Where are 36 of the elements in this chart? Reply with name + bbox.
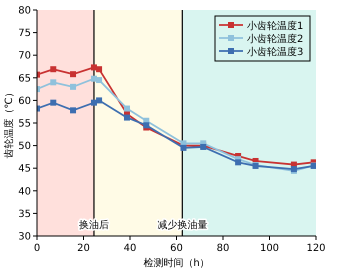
x-tick-label: 20 bbox=[77, 243, 90, 254]
y-tick-label: 40 bbox=[18, 186, 31, 198]
y-axis-title: 齿轮温度（℃） bbox=[3, 87, 15, 159]
point bbox=[143, 122, 150, 128]
legend-label: 小齿轮温度3 bbox=[247, 46, 304, 58]
y-tick-label: 30 bbox=[18, 232, 31, 242]
y-tick-label: 45 bbox=[18, 164, 31, 175]
point bbox=[235, 159, 242, 166]
x-tick-label: 100 bbox=[260, 243, 280, 254]
x-tick-label: 40 bbox=[124, 243, 136, 254]
point bbox=[70, 107, 76, 114]
point bbox=[50, 79, 56, 86]
legend-label: 小齿轮温度1 bbox=[247, 20, 304, 32]
y-tick-label: 60 bbox=[18, 96, 31, 107]
point bbox=[50, 100, 56, 106]
y-tick-label: 75 bbox=[18, 28, 31, 40]
y-tick-label: 70 bbox=[18, 50, 31, 62]
point bbox=[96, 77, 102, 84]
point bbox=[124, 106, 130, 112]
point bbox=[124, 114, 130, 121]
point bbox=[96, 66, 102, 72]
x-tick-label: 60 bbox=[170, 243, 183, 254]
x-tick-label: 0 bbox=[34, 243, 40, 254]
point bbox=[70, 84, 76, 90]
x-tick-label: 80 bbox=[216, 243, 230, 254]
y-tick-label: 50 bbox=[18, 141, 31, 152]
y-tick-label: 80 bbox=[18, 6, 31, 16]
y-tick-label: 65 bbox=[18, 73, 31, 84]
x-tick-label: 120 bbox=[306, 243, 326, 254]
point bbox=[96, 97, 102, 104]
y-tick-label: 35 bbox=[18, 208, 31, 220]
y-tick-label: 55 bbox=[18, 118, 31, 130]
x-axis-title: 检测时间（h） bbox=[143, 257, 210, 269]
point bbox=[70, 71, 76, 78]
point bbox=[50, 66, 56, 72]
legend-label: 小齿轮温度2 bbox=[247, 33, 304, 45]
